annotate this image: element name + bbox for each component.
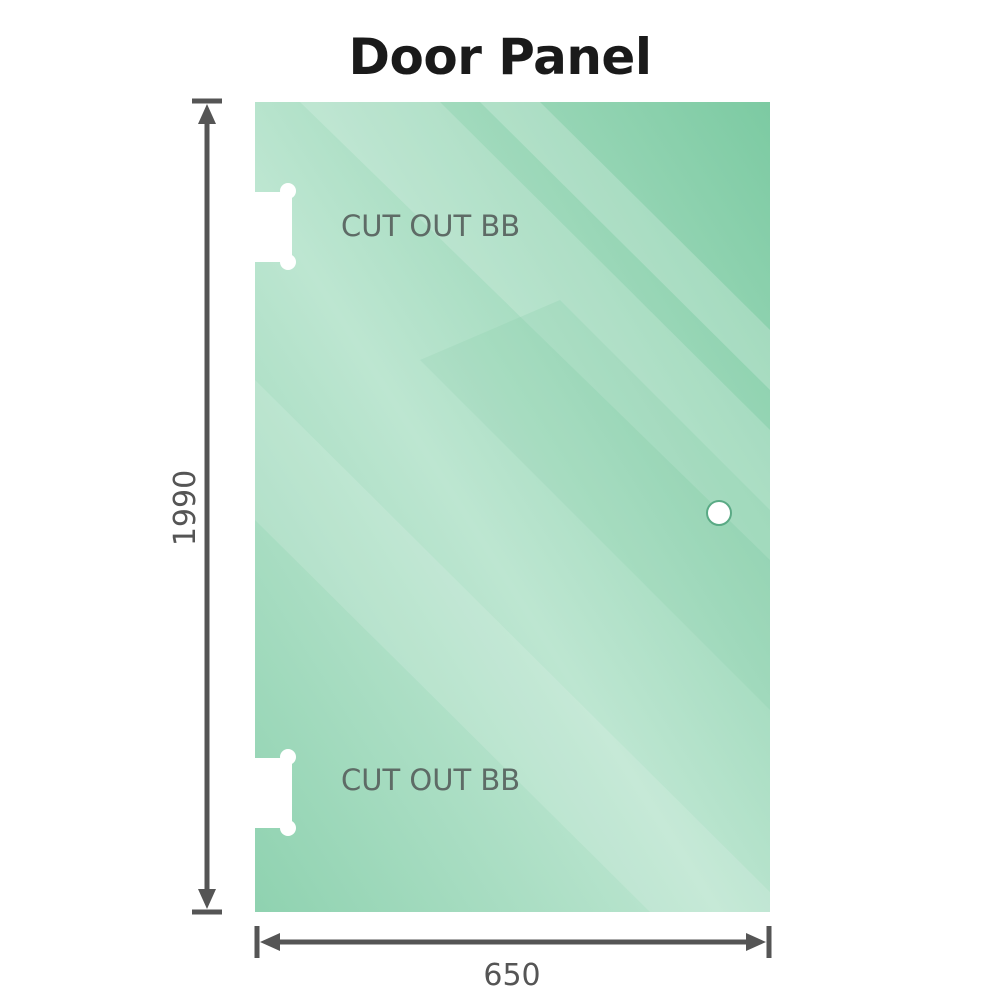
cutout-top xyxy=(250,183,296,270)
height-dimension-line xyxy=(192,98,222,915)
glass-panel xyxy=(255,102,770,912)
height-dimension: 1990 xyxy=(168,470,203,546)
cutout-bottom xyxy=(250,749,296,836)
width-dimension: 650 xyxy=(483,958,540,993)
cutout-bottom-label: CUT OUT BB xyxy=(341,763,520,797)
cutout-top-label: CUT OUT BB xyxy=(341,209,520,243)
width-dimension-line xyxy=(254,926,772,958)
diagram-title: Door Panel xyxy=(348,28,652,86)
handle-hole xyxy=(706,500,732,526)
